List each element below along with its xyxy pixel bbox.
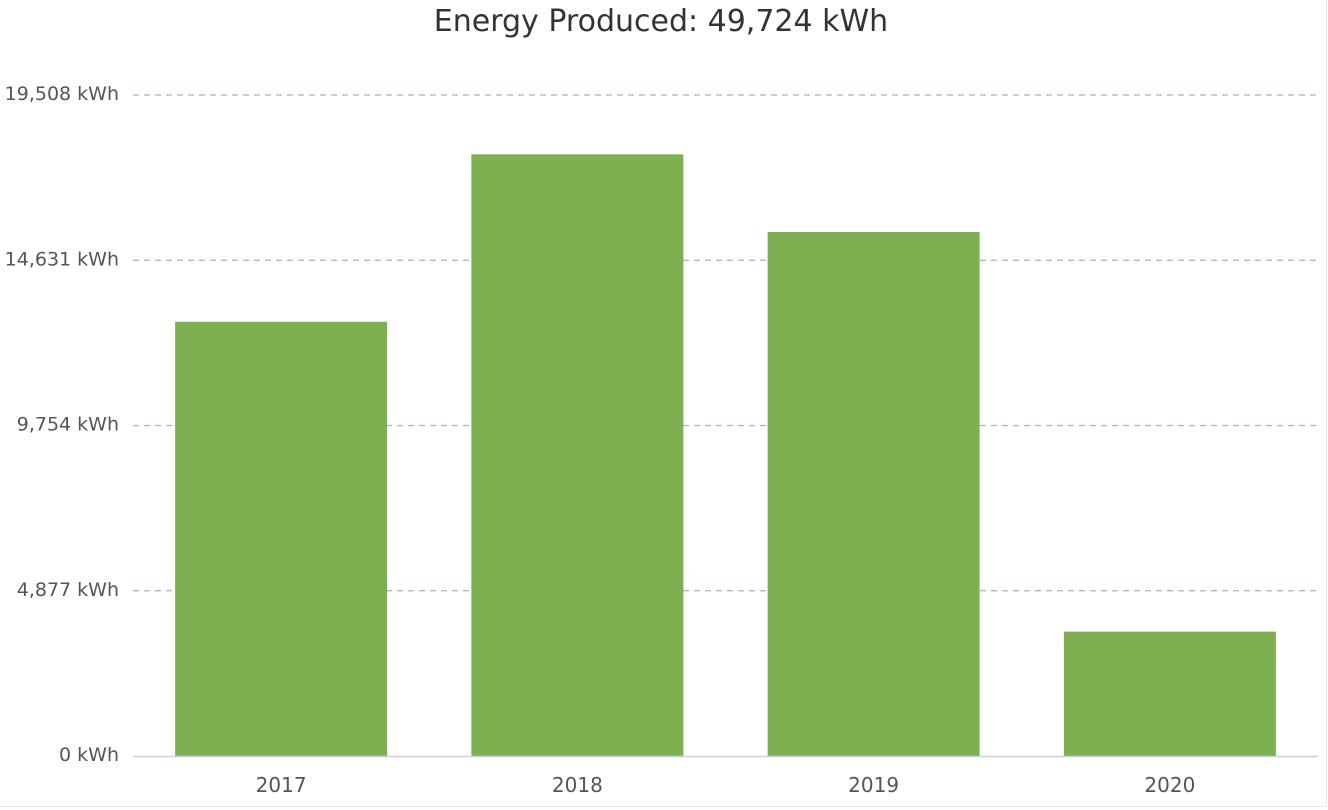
- bar-2019[interactable]: [767, 231, 980, 756]
- bar-2018[interactable]: [471, 154, 684, 756]
- x-axis-labels: 2017 2018 2019 2020: [256, 773, 1196, 797]
- x-tick-label: 2019: [848, 773, 899, 797]
- y-tick-label: 14,631 kWh: [5, 248, 119, 270]
- x-tick-label: 2020: [1144, 773, 1195, 797]
- x-tick-label: 2017: [256, 773, 307, 797]
- y-tick-label: 4,877 kWh: [17, 579, 119, 601]
- y-tick-label: 19,508 kWh: [5, 83, 119, 105]
- y-tick-label: 0 kWh: [59, 744, 119, 766]
- bar-2017[interactable]: [175, 321, 388, 756]
- chart-title: Energy Produced: 49,724 kWh: [434, 4, 888, 39]
- y-tick-label: 9,754 kWh: [17, 414, 119, 436]
- x-tick-label: 2018: [552, 773, 603, 797]
- bars: [175, 154, 1276, 756]
- bar-2020[interactable]: [1063, 631, 1276, 756]
- y-axis-labels: 0 kWh 4,877 kWh 9,754 kWh 14,631 kWh 19,508 …: [5, 83, 119, 766]
